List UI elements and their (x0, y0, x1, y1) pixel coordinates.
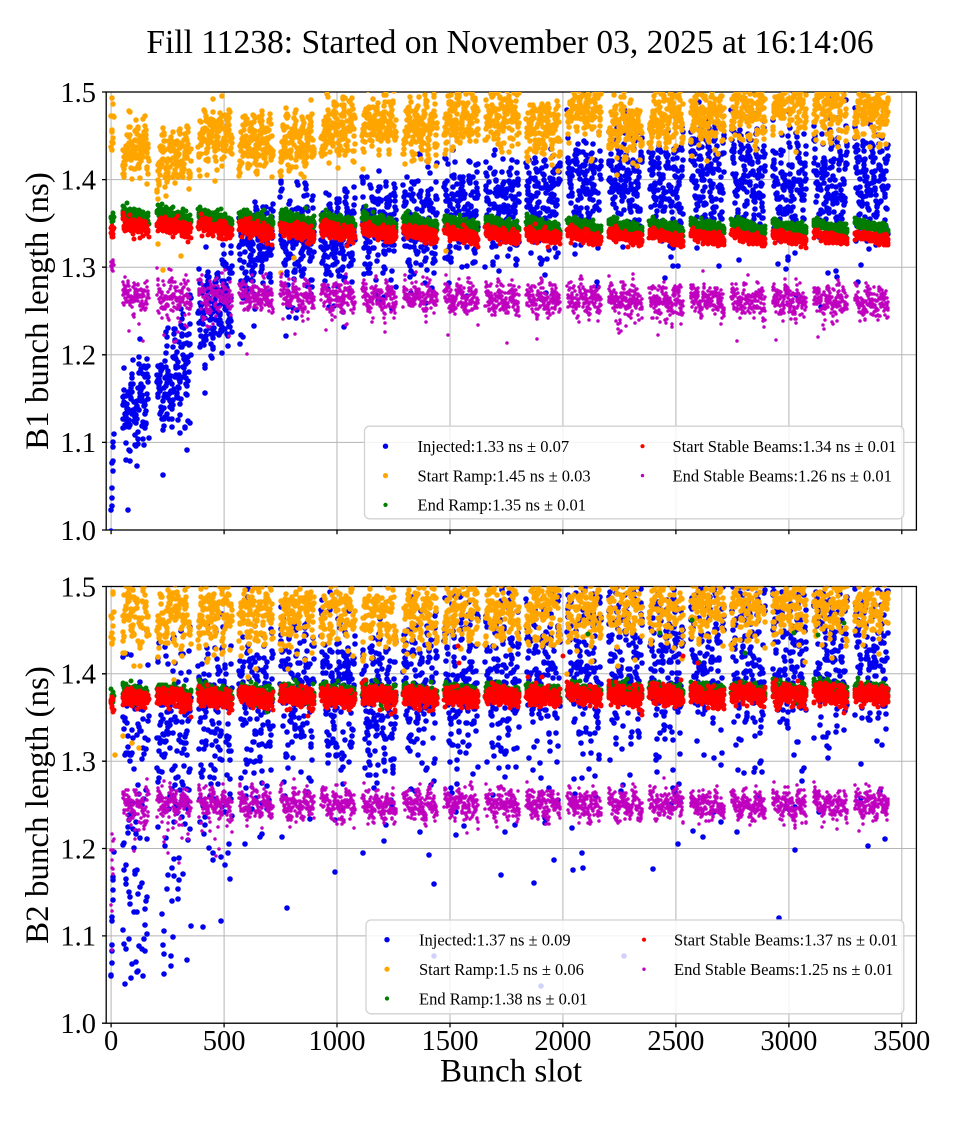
svg-text:2500: 2500 (647, 1026, 704, 1057)
svg-text:End Stable Beams:1.25 ns ± 0.0: End Stable Beams:1.25 ns ± 0.01 (674, 960, 893, 979)
svg-text:1.1: 1.1 (60, 922, 96, 953)
svg-text:1.4: 1.4 (60, 165, 96, 196)
svg-text:Start Ramp:1.5 ns ± 0.06: Start Ramp:1.5 ns ± 0.06 (419, 960, 584, 979)
svg-text:End Ramp:1.38 ns ± 0.01: End Ramp:1.38 ns ± 0.01 (419, 989, 588, 1008)
svg-text:1500: 1500 (422, 1026, 479, 1057)
svg-text:1.3: 1.3 (60, 747, 96, 778)
svg-text:Start Stable Beams:1.34 ns ± 0: Start Stable Beams:1.34 ns ± 0.01 (673, 437, 897, 456)
svg-text:Start Ramp:1.45 ns ± 0.03: Start Ramp:1.45 ns ± 0.03 (418, 466, 591, 485)
svg-text:1000: 1000 (309, 1026, 366, 1057)
svg-text:3000: 3000 (760, 1026, 817, 1057)
svg-text:1.0: 1.0 (60, 516, 96, 547)
svg-text:End Stable Beams:1.26 ns ± 0.0: End Stable Beams:1.26 ns ± 0.01 (673, 466, 892, 485)
svg-text:1.5: 1.5 (60, 572, 96, 603)
svg-text:1.2: 1.2 (60, 834, 96, 865)
svg-text:1.5: 1.5 (60, 78, 96, 109)
svg-text:B2 bunch length (ns): B2 bunch length (ns) (20, 666, 56, 944)
svg-text:1.1: 1.1 (60, 428, 96, 459)
svg-text:1.4: 1.4 (60, 660, 96, 691)
svg-text:End Ramp:1.35 ns ± 0.01: End Ramp:1.35 ns ± 0.01 (418, 496, 587, 515)
svg-text:Injected:1.37 ns ± 0.09: Injected:1.37 ns ± 0.09 (419, 931, 571, 950)
svg-text:Start Stable Beams:1.37 ns ± 0: Start Stable Beams:1.37 ns ± 0.01 (674, 931, 898, 950)
svg-text:0: 0 (104, 1026, 118, 1057)
svg-text:1.0: 1.0 (60, 1009, 96, 1040)
svg-text:1.3: 1.3 (60, 253, 96, 284)
svg-text:Bunch slot: Bunch slot (440, 1054, 582, 1090)
svg-text:3500: 3500 (873, 1026, 930, 1057)
svg-text:2000: 2000 (534, 1026, 591, 1057)
svg-text:500: 500 (203, 1026, 246, 1057)
svg-text:Fill 11238: Started on Novembe: Fill 11238: Started on November 03, 2025… (146, 24, 873, 61)
svg-text:1.2: 1.2 (60, 341, 96, 372)
svg-text:B1 bunch length (ns): B1 bunch length (ns) (20, 172, 56, 450)
svg-text:Injected:1.33 ns ± 0.07: Injected:1.33 ns ± 0.07 (418, 437, 570, 456)
